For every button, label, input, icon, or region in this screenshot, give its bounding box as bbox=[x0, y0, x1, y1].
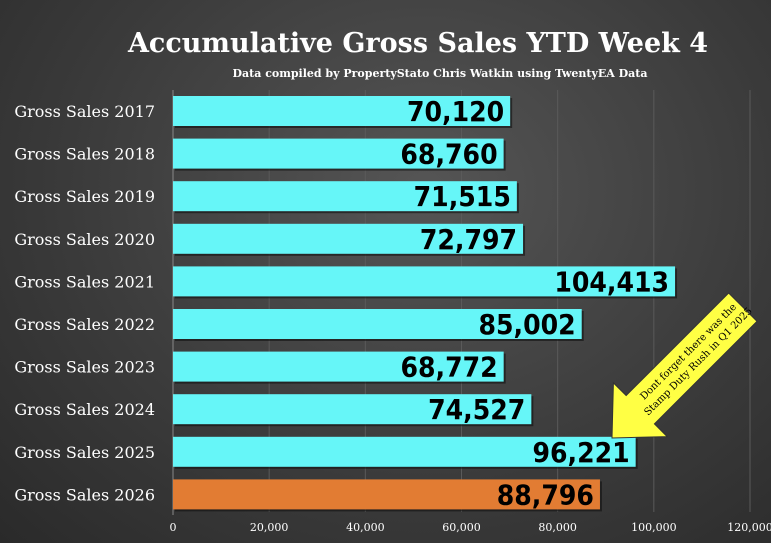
x-tick-label: 60,000 bbox=[442, 521, 481, 534]
bar bbox=[173, 96, 511, 126]
category-label: Gross Sales 2017 bbox=[14, 102, 155, 121]
x-tick-label: 100,000 bbox=[631, 521, 677, 534]
chart-title: Accumulative Gross Sales YTD Week 4 bbox=[127, 28, 708, 59]
annotation-arrow: Dont forget there was the Stamp Duty Rus… bbox=[611, 292, 758, 439]
bar bbox=[173, 266, 676, 297]
data-label: 74,527 bbox=[428, 393, 525, 426]
data-label: 88,796 bbox=[497, 478, 594, 511]
category-label: Gross Sales 2019 bbox=[14, 187, 155, 206]
category-label: Gross Sales 2025 bbox=[14, 443, 155, 462]
category-label: Gross Sales 2026 bbox=[14, 485, 155, 504]
data-label: 71,515 bbox=[414, 180, 511, 213]
x-tick-label: 120,000 bbox=[727, 521, 771, 534]
bar bbox=[173, 181, 517, 212]
bar bbox=[173, 223, 524, 254]
x-tick-label: 0 bbox=[170, 521, 177, 534]
data-label: 96,221 bbox=[532, 436, 629, 469]
data-label: 68,760 bbox=[400, 138, 497, 171]
category-label: Gross Sales 2021 bbox=[14, 272, 155, 291]
bar bbox=[173, 436, 636, 467]
bar bbox=[173, 479, 600, 510]
category-label: Gross Sales 2018 bbox=[14, 145, 155, 164]
chart-subtitle: Data compiled by PropertyStato Chris Wat… bbox=[232, 67, 647, 80]
category-label: Gross Sales 2024 bbox=[14, 400, 155, 419]
x-tick-label: 80,000 bbox=[538, 521, 577, 534]
x-tick-label: 40,000 bbox=[346, 521, 385, 534]
data-label: 68,772 bbox=[400, 351, 497, 384]
category-label: Gross Sales 2023 bbox=[14, 358, 155, 377]
bar bbox=[173, 394, 532, 425]
data-label: 72,797 bbox=[420, 223, 517, 256]
category-label: Gross Sales 2020 bbox=[14, 230, 155, 249]
bar bbox=[173, 351, 504, 382]
data-label: 85,002 bbox=[478, 308, 575, 341]
data-label: 70,120 bbox=[407, 95, 504, 128]
bar bbox=[173, 309, 582, 339]
category-label: Gross Sales 2022 bbox=[14, 315, 155, 334]
bar bbox=[173, 138, 504, 169]
x-tick-label: 20,000 bbox=[250, 521, 289, 534]
data-label: 104,413 bbox=[554, 265, 669, 298]
